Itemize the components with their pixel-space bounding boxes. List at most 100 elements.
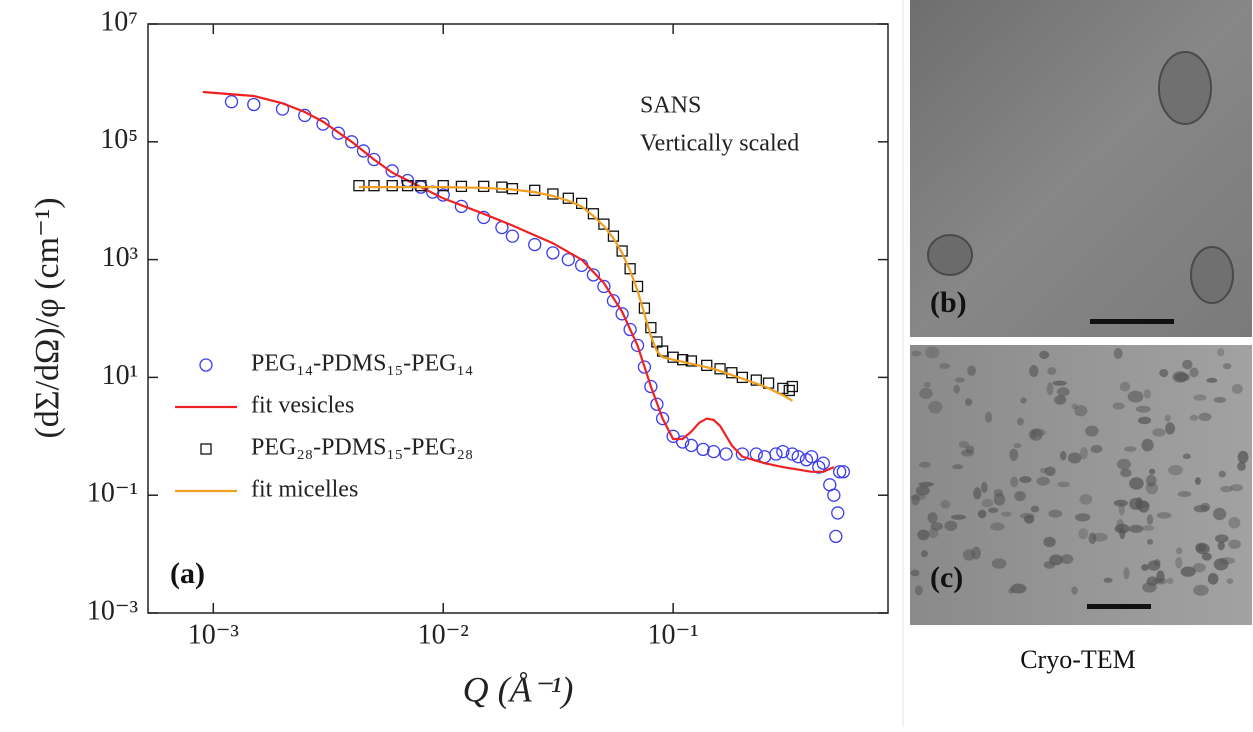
micelle-particle [1123,567,1130,580]
micelle-particle [1175,547,1183,555]
micelle-particle [1182,453,1191,460]
micelle-particle [953,384,960,394]
micelle-particle [1112,402,1125,410]
micelle-particle [944,520,958,532]
micelle-particle [981,481,988,494]
micelle-particle [1218,470,1226,478]
data-point [812,460,826,474]
micelle-particle [1214,534,1229,543]
micelle-particle [1043,536,1056,548]
data-point [804,450,819,464]
micelle-particle [1060,451,1067,461]
micelle-particle [1135,405,1151,413]
micelle-particle [993,493,1006,506]
micelle-particle [911,350,922,357]
data-point [831,506,845,520]
micelle-particle [1071,586,1078,595]
micelle-particle [1217,541,1225,551]
micelle-particle [1030,505,1040,513]
data-point [496,181,508,193]
micelle-particle [1017,417,1024,426]
data-point [651,336,663,348]
data-point [615,307,629,321]
micelle-particle [988,507,999,514]
x-tick-label: 10⁻² [418,619,469,650]
data-point [606,294,621,308]
micelle-particle [1047,367,1057,376]
micelle-particle [991,558,1007,569]
micelle-particle [1148,468,1156,475]
data-point [561,252,575,267]
data-point [528,237,542,252]
data-point [719,447,733,461]
micelle-particle [1228,539,1241,550]
legend-label: PEG₂₈-PDMS₁₅-PEG₂₈ [251,435,473,461]
micelle-particle [1159,368,1169,378]
data-point [247,97,261,112]
y-tick-label: 10⁷ [100,6,138,37]
micelle-particle [915,485,930,496]
micelle-particle [940,499,951,509]
micelle-particle [967,365,976,376]
data-point [630,338,645,353]
micelle-particle [1182,359,1193,370]
data-point [749,447,763,461]
data-point [769,447,783,461]
micelle-particle [1146,538,1154,545]
micelle-particle [1201,552,1212,561]
data-point [684,438,698,453]
data-point [353,180,365,192]
plot-frame [147,23,889,614]
micelle-particle [1141,564,1149,571]
micelle-particle [1222,363,1232,370]
micelle-particle [1156,512,1172,519]
micelle-particle [1192,562,1206,573]
micelle-particle [1067,452,1082,464]
annotation: SANS [640,93,701,119]
caption: Cryo-TEM [1020,645,1136,674]
micelle-particle [973,487,982,500]
annotation: (a) [170,557,205,590]
micelle-particle [1145,482,1159,495]
micelle-particle [1116,519,1125,532]
micelle-particle [1046,382,1054,396]
micelle-particle [1039,350,1050,360]
micelle-particle [1119,381,1131,392]
micelle-particle [1074,513,1091,522]
micelle-particle [1193,394,1207,401]
micelle-particle [1175,556,1183,569]
data-point [791,450,805,464]
micelle-particle [1074,405,1088,417]
data-point [637,360,652,374]
micelle-particle [1198,412,1212,422]
y-tick-label: 10³ [102,242,138,273]
micelle-particle [1142,525,1155,531]
micelle-particle [918,481,934,487]
data-point [735,447,750,461]
micelle-particle [928,527,939,539]
micelle-particle [1028,429,1037,440]
data-point [623,322,637,337]
micelle-particle [1120,468,1132,478]
micelle-particle [930,522,943,531]
micelle-particle [1189,367,1199,378]
data-point [836,465,851,479]
fit-line [202,90,835,473]
y-axis-title: (dΣ/dΩ)/φ (cm⁻¹) [29,197,66,438]
micelle-particle [1049,554,1064,566]
micelle-particle [1156,570,1165,584]
data-point [597,279,611,294]
data-point [586,268,601,282]
micelle-particle [1168,464,1183,476]
micelle-particle [1113,347,1123,359]
data-point [505,229,520,243]
data-point [816,456,830,470]
micelle-particle [1143,389,1151,400]
data-point [386,180,398,192]
data-point [345,135,359,149]
data-point [666,429,680,443]
micelle-particle [1213,558,1229,571]
data-point [331,126,346,140]
data-point [650,397,664,411]
micelle-particle [1119,527,1126,540]
